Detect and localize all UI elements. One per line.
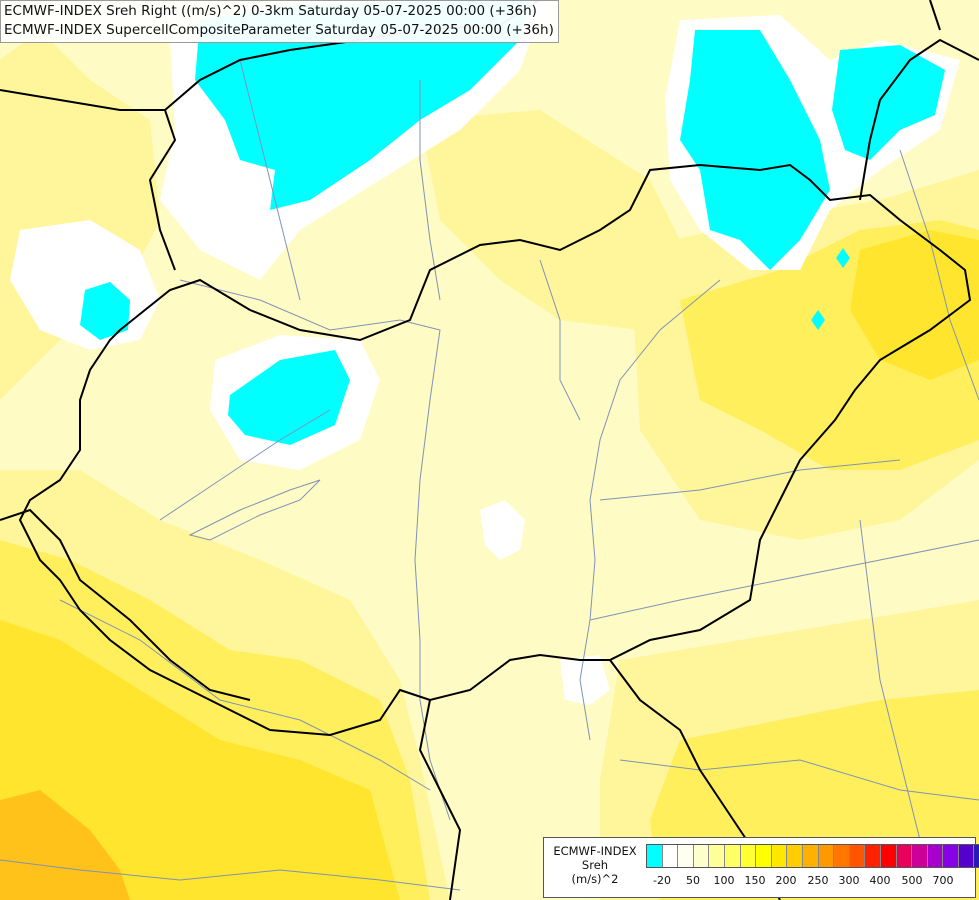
legend-tick-label: 50 xyxy=(686,874,700,887)
deep-yellow-area-east xyxy=(850,230,979,380)
legend-tick-label: -20 xyxy=(653,874,671,887)
river-koros xyxy=(599,459,901,501)
light-yellow-area-north xyxy=(420,110,690,330)
legend-swatch xyxy=(880,845,897,867)
legend-swatch xyxy=(647,845,663,867)
river-sava xyxy=(0,859,461,891)
legend-swatch xyxy=(834,845,850,867)
legend-swatch xyxy=(724,845,741,867)
legend-swatch xyxy=(756,845,772,867)
river-drava xyxy=(59,599,431,791)
river-morava xyxy=(239,59,301,301)
river-danube xyxy=(179,279,451,821)
map-title-box: ECMWF-INDEX Sreh Right ((m/s)^2) 0-3km S… xyxy=(0,0,559,43)
border-south xyxy=(418,699,462,900)
border-north xyxy=(0,89,177,271)
color-legend: ECMWF-INDEX Sreh (m/s)^2 -20 50 100 150 200 2… xyxy=(543,837,979,898)
legend-tick-label: 500 xyxy=(901,874,923,887)
legend-swatch xyxy=(849,845,866,867)
legend-swatch xyxy=(740,845,757,867)
river-sajo xyxy=(539,259,581,421)
legend-swatch xyxy=(927,845,944,867)
legend-tick-label: 150 xyxy=(744,874,766,887)
legend-swatch xyxy=(958,845,975,867)
legend-swatch xyxy=(912,845,928,867)
legend-swatch xyxy=(974,845,979,867)
map-title-line-1: ECMWF-INDEX Sreh Right ((m/s)^2) 0-3km S… xyxy=(4,3,537,19)
cyan-area-north-east xyxy=(680,30,830,270)
legend-swatch xyxy=(896,845,913,867)
river-maros xyxy=(589,539,979,621)
legend-swatch xyxy=(771,845,788,867)
legend-swatch xyxy=(802,845,819,867)
river-raba xyxy=(159,409,331,521)
legend-title-line-1: ECMWF-INDEX xyxy=(553,844,637,858)
legend-swatch xyxy=(662,845,679,867)
field-layer xyxy=(0,30,979,900)
legend-swatch xyxy=(865,845,881,867)
white-area-central xyxy=(480,500,525,560)
legend-tick-label: 100 xyxy=(713,874,735,887)
river-vah xyxy=(419,80,441,301)
map-title-line-2: ECMWF-INDEX SupercellCompositeParameter … xyxy=(4,22,554,38)
river-olt xyxy=(859,519,921,841)
legend-title-block: ECMWF-INDEX Sreh (m/s)^2 xyxy=(548,844,642,886)
cyan-dot-east-2 xyxy=(811,310,825,330)
legend-swatch xyxy=(818,845,835,867)
legend-tick-labels: -20 50 100 150 200 250 300 400 500 700 xyxy=(646,874,976,890)
legend-swatch xyxy=(709,845,725,867)
border-south-west xyxy=(0,508,251,701)
white-area-south xyxy=(560,655,610,705)
border-north-east-2 xyxy=(929,0,941,31)
legend-tick-label: 250 xyxy=(807,874,829,887)
border-north-east xyxy=(859,38,979,201)
legend-title-line-2: Sreh xyxy=(581,858,609,872)
legend-tick-label: 400 xyxy=(869,874,891,887)
deep-yellow-area-south-west xyxy=(0,620,400,900)
legend-tick-label: 300 xyxy=(838,874,860,887)
river-south-east xyxy=(619,759,979,801)
orange-area-south-west xyxy=(0,790,130,900)
legend-tick-label: 200 xyxy=(775,874,797,887)
legend-swatch xyxy=(678,845,694,867)
cyan-area-far-north-east xyxy=(832,45,945,160)
border-hungary xyxy=(18,163,972,737)
legend-swatch xyxy=(943,845,959,867)
cyan-area-west xyxy=(80,282,130,340)
river-balaton xyxy=(188,479,321,541)
river-prut xyxy=(899,149,979,401)
legend-swatch xyxy=(693,845,710,867)
legend-swatch xyxy=(787,845,803,867)
legend-unit: (m/s)^2 xyxy=(571,872,619,886)
legend-tick-label: 700 xyxy=(932,874,954,887)
cyan-dot-east-1 xyxy=(836,248,850,268)
legend-color-scale xyxy=(646,844,979,868)
cyan-area-lake xyxy=(228,350,350,445)
